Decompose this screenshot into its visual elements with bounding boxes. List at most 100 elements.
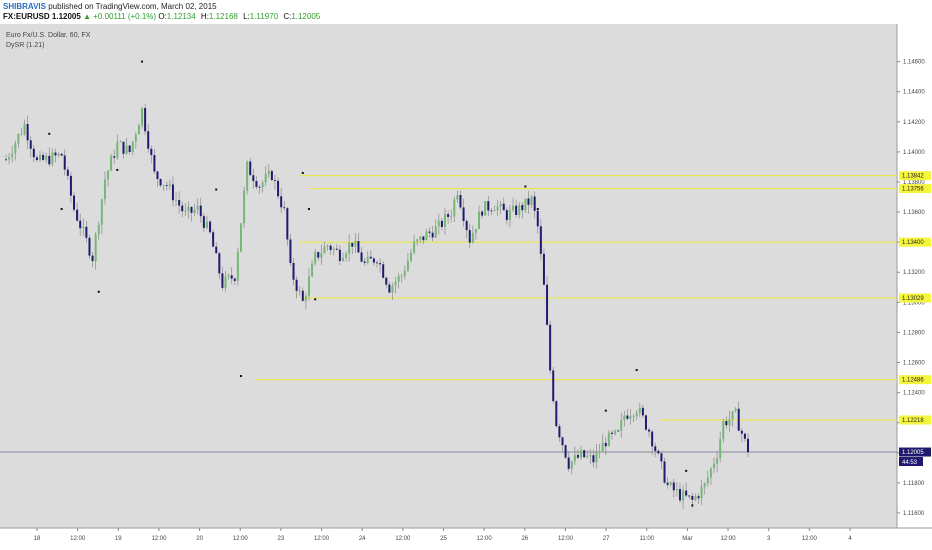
- candle-body: [76, 209, 79, 221]
- legend-title[interactable]: Euro Fx/U.S. Dollar, 60, FX: [6, 32, 91, 39]
- x-tick-label: 11:00: [639, 536, 654, 542]
- candle-body: [8, 157, 11, 160]
- signal-dot: [307, 208, 310, 211]
- candle-body: [583, 450, 586, 458]
- candle-body: [444, 214, 447, 228]
- last-price: 1.12005: [51, 12, 81, 21]
- candle-body: [410, 252, 413, 261]
- legend-indicator[interactable]: DySR (1.21): [6, 42, 45, 49]
- sr-level-label: 1.13842: [902, 174, 924, 180]
- candle-body: [549, 324, 552, 371]
- candle-body: [255, 180, 258, 187]
- y-tick-label: 1.13600: [903, 210, 925, 216]
- candle-body: [258, 186, 261, 188]
- candle-body: [478, 211, 481, 230]
- candle-body: [691, 495, 694, 500]
- candle-body: [51, 152, 54, 165]
- candle-body: [527, 198, 530, 205]
- candle-body: [734, 408, 737, 412]
- candle-body: [536, 210, 539, 227]
- candle-body: [348, 242, 351, 254]
- candle-body: [292, 262, 295, 280]
- candle-body: [607, 432, 610, 447]
- candle-body: [425, 231, 428, 241]
- candle-body: [434, 226, 437, 238]
- candle-body: [175, 200, 178, 201]
- candle-body: [54, 152, 57, 156]
- candle-body: [249, 161, 252, 176]
- candle-body: [261, 182, 264, 188]
- candle-body: [592, 455, 595, 463]
- candle-body: [564, 445, 567, 458]
- candle-body: [317, 251, 320, 258]
- countdown-label: 44:53: [902, 460, 918, 466]
- candle-body: [150, 148, 153, 156]
- candle-body: [450, 216, 453, 218]
- sr-level-label: 1.13756: [902, 187, 924, 193]
- y-tick-label: 1.11600: [903, 511, 925, 517]
- candle-body: [688, 495, 691, 497]
- time-axis[interactable]: 18 12:00 19 12:00 20 12:00 23 12:00 24 12:00 25 12:…: [34, 528, 853, 542]
- candle-body: [685, 490, 688, 496]
- candle-body: [388, 284, 391, 293]
- candle-body: [110, 156, 113, 171]
- candle-body: [209, 221, 212, 233]
- candle-body: [546, 284, 549, 325]
- candle-body: [91, 255, 94, 262]
- candle-body: [617, 430, 620, 432]
- high-key: H:: [200, 12, 209, 21]
- candle-body: [428, 231, 431, 233]
- candle-body: [277, 180, 280, 197]
- sr-level-label: 1.12218: [902, 418, 924, 424]
- candle-body: [215, 246, 218, 254]
- candle-body: [354, 241, 357, 247]
- candle-body: [351, 242, 354, 247]
- candle-body: [456, 195, 459, 200]
- candle-body: [184, 211, 187, 212]
- candle-body: [539, 226, 542, 254]
- candle-body: [60, 153, 63, 156]
- candle-body: [363, 261, 366, 263]
- candle-body: [264, 174, 267, 183]
- candle-body: [224, 276, 227, 288]
- candle-body: [697, 496, 700, 499]
- candle-body: [672, 482, 675, 491]
- candle-body: [236, 251, 239, 281]
- y-tick-label: 1.13200: [903, 270, 925, 276]
- candle-body: [122, 141, 125, 154]
- signal-dot: [215, 188, 218, 191]
- candle-body: [82, 226, 85, 229]
- candle-body: [413, 241, 416, 253]
- countdown-tag: [899, 457, 923, 467]
- candle-body: [468, 230, 471, 243]
- candle-body: [462, 207, 465, 222]
- candle-body: [716, 458, 719, 464]
- candle-body: [508, 210, 511, 221]
- candle-body: [190, 206, 193, 213]
- candle-body: [156, 171, 159, 179]
- x-tick-label: Mar: [682, 536, 692, 542]
- signal-dot: [685, 469, 688, 472]
- candle-body: [202, 216, 205, 228]
- candle-body: [484, 201, 487, 216]
- signal-dots: [48, 60, 694, 507]
- candle-body: [147, 131, 150, 149]
- candle-body: [576, 454, 579, 458]
- candle-body: [329, 245, 332, 251]
- candle-body: [307, 276, 310, 296]
- candle-body: [403, 271, 406, 276]
- candle-body: [137, 125, 140, 135]
- candle-body: [227, 275, 230, 277]
- candle-body: [345, 253, 348, 258]
- candle-body: [651, 431, 654, 447]
- candle-body: [85, 226, 88, 238]
- signal-dot: [301, 171, 304, 174]
- candle-body: [620, 420, 623, 431]
- low-value: 1.11970: [249, 12, 279, 21]
- candle-body: [178, 200, 181, 206]
- author-name[interactable]: SHIBRAVIS: [3, 2, 46, 11]
- y-tick-label: 1.14600: [903, 60, 925, 66]
- candle-body: [694, 496, 697, 500]
- candle-body: [552, 370, 555, 402]
